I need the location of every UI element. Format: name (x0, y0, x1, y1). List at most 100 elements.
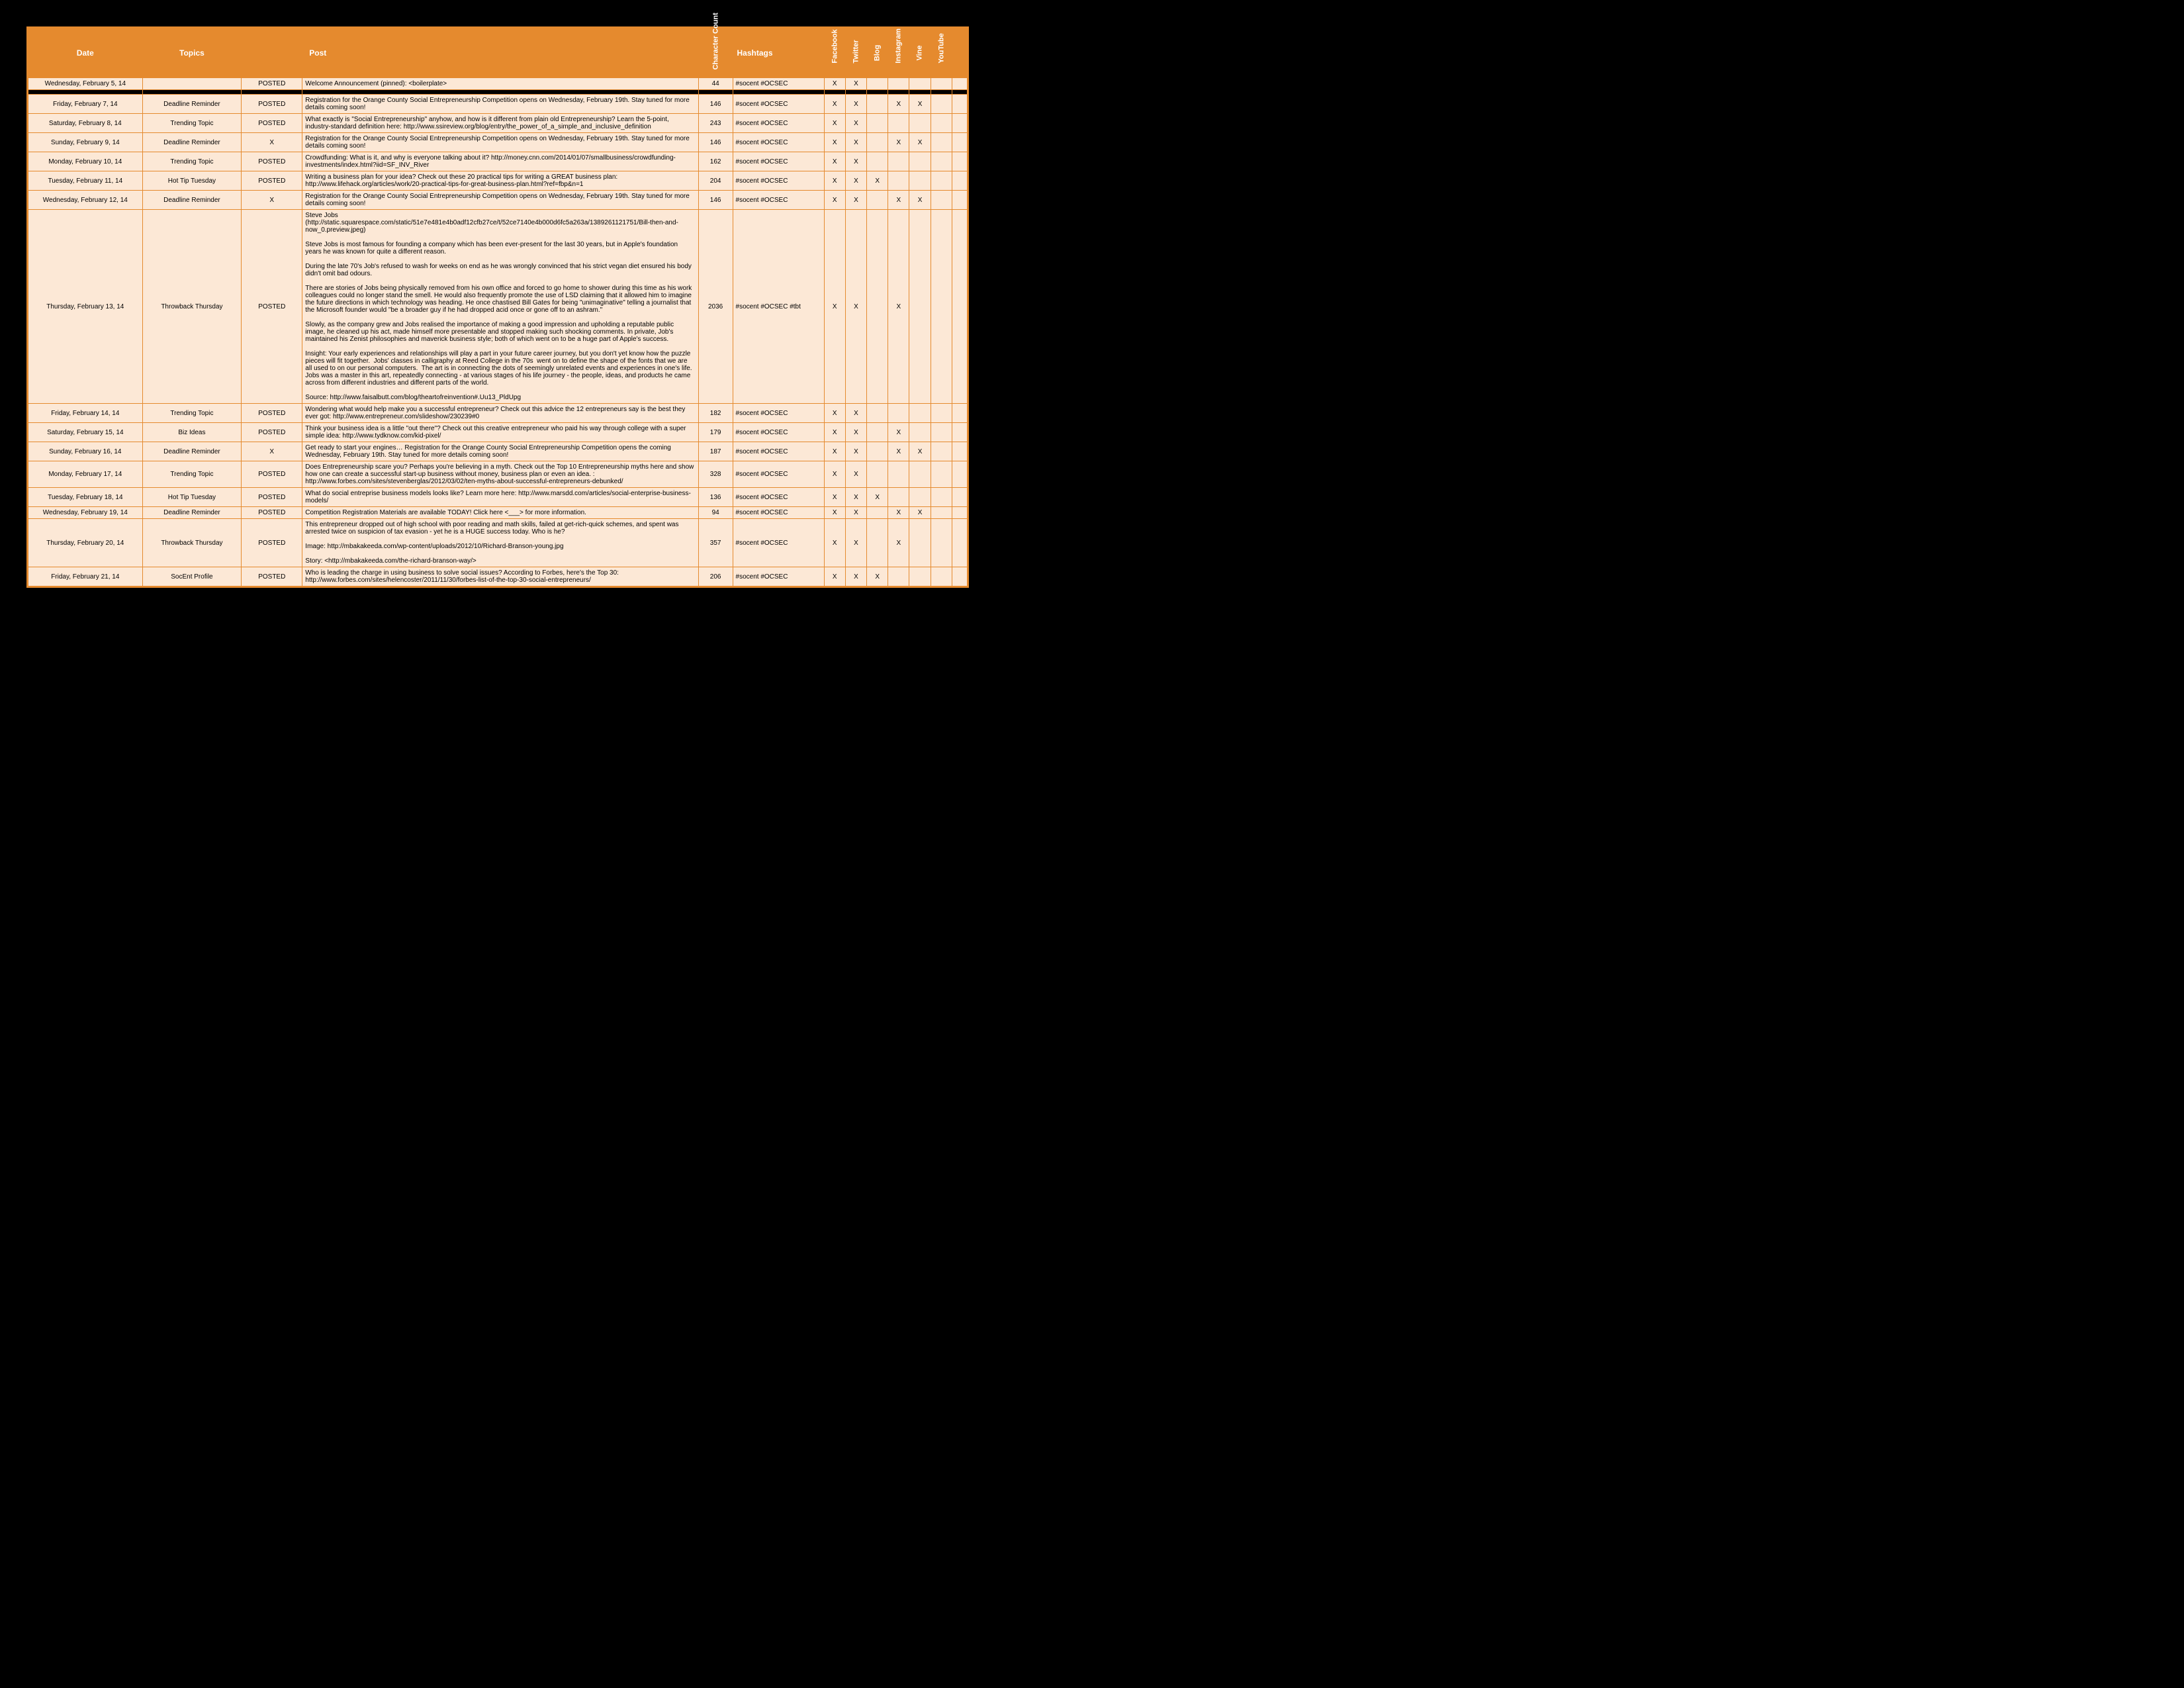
cell-vine: X (909, 191, 931, 210)
cell-post: Does Entrepreneurship scare you? Perhaps… (302, 461, 698, 488)
cell-twitter: X (845, 488, 866, 507)
table-row: Wednesday, February 12, 14Deadline Remin… (28, 191, 968, 210)
cell-status: POSTED (242, 404, 302, 423)
cell-status: POSTED (242, 171, 302, 191)
table-row: Saturday, February 8, 14Trending TopicPO… (28, 114, 968, 133)
cell-topic: Deadline Reminder (142, 95, 242, 114)
cell-post: Who is leading the charge in using busin… (302, 567, 698, 586)
cell-instagram (888, 488, 909, 507)
cell-char-count: 179 (698, 423, 733, 442)
cell-char-count: 146 (698, 191, 733, 210)
table-row (28, 90, 968, 95)
table-row: Friday, February 21, 14SocEnt ProfilePOS… (28, 567, 968, 586)
cell-status: POSTED (242, 519, 302, 567)
cell-twitter: X (845, 171, 866, 191)
cell-status: POSTED (242, 210, 302, 404)
cell-tail (952, 210, 967, 404)
table-row: Sunday, February 9, 14Deadline ReminderX… (28, 133, 968, 152)
cell-youtube (931, 152, 952, 171)
cell-twitter: X (845, 423, 866, 442)
cell-date: Monday, February 17, 14 (28, 461, 143, 488)
cell-date: Saturday, February 15, 14 (28, 423, 143, 442)
cell-hashtags: #socent #OCSEC (733, 152, 824, 171)
cell-facebook: X (824, 442, 845, 461)
cell-post: Registration for the Orange County Socia… (302, 191, 698, 210)
cell-twitter: X (845, 152, 866, 171)
cell-blog (867, 191, 888, 210)
cell-instagram: X (888, 133, 909, 152)
cell-post: Competition Registration Materials are a… (302, 507, 698, 519)
cell-vine (909, 567, 931, 586)
cell-topic: Biz Ideas (142, 423, 242, 442)
cell-vine (909, 210, 931, 404)
cell-date: Wednesday, February 5, 14 (28, 78, 143, 90)
cell-tail (952, 191, 967, 210)
cell-instagram (888, 114, 909, 133)
cell-char-count: 204 (698, 171, 733, 191)
col-date: Date (28, 28, 143, 78)
cell-char-count: 206 (698, 567, 733, 586)
cell-status: POSTED (242, 114, 302, 133)
cell-topic: Throwback Thursday (142, 210, 242, 404)
table-row: Thursday, February 13, 14Throwback Thurs… (28, 210, 968, 404)
cell-facebook: X (824, 567, 845, 586)
table-row: Friday, February 14, 14Trending TopicPOS… (28, 404, 968, 423)
cell-tail (952, 461, 967, 488)
cell-date: Saturday, February 8, 14 (28, 114, 143, 133)
cell-topic: Throwback Thursday (142, 519, 242, 567)
cell-facebook: X (824, 78, 845, 90)
table-body: Wednesday, February 5, 14POSTEDWelcome A… (28, 78, 968, 586)
cell-blog (867, 114, 888, 133)
cell-vine (909, 404, 931, 423)
cell-char-count: 162 (698, 152, 733, 171)
cell-topic (142, 78, 242, 90)
cell-vine (909, 78, 931, 90)
cell-post: Wondering what would help make you a suc… (302, 404, 698, 423)
cell-date: Friday, February 21, 14 (28, 567, 143, 586)
cell-vine: X (909, 442, 931, 461)
cell-post: What do social entreprise business model… (302, 488, 698, 507)
col-post: Post (302, 28, 698, 78)
cell-youtube (931, 507, 952, 519)
cell-topic: Hot Tip Tuesday (142, 488, 242, 507)
cell-youtube (931, 567, 952, 586)
cell-blog (867, 507, 888, 519)
cell-vine (909, 171, 931, 191)
col-blog: Blog (867, 28, 888, 78)
cell-topic: Trending Topic (142, 152, 242, 171)
cell-topic: Deadline Reminder (142, 507, 242, 519)
cell-topic: Hot Tip Tuesday (142, 171, 242, 191)
col-topics: Topics (142, 28, 242, 78)
cell-blog (867, 404, 888, 423)
cell-twitter: X (845, 191, 866, 210)
content-calendar-table: Date Topics Post Character Count Hashtag… (28, 28, 968, 586)
cell-twitter: X (845, 133, 866, 152)
cell-date: Friday, February 7, 14 (28, 95, 143, 114)
cell-status: POSTED (242, 423, 302, 442)
cell-post: Registration for the Orange County Socia… (302, 133, 698, 152)
cell-vine: X (909, 507, 931, 519)
cell-status: POSTED (242, 488, 302, 507)
col-facebook: Facebook (824, 28, 845, 78)
cell-twitter: X (845, 507, 866, 519)
cell-youtube (931, 191, 952, 210)
cell-vine (909, 152, 931, 171)
cell-twitter: X (845, 210, 866, 404)
cell-date: Thursday, February 20, 14 (28, 519, 143, 567)
cell-youtube (931, 488, 952, 507)
cell-tail (952, 171, 967, 191)
table-row: Sunday, February 16, 14Deadline Reminder… (28, 442, 968, 461)
col-vine: Vine (909, 28, 931, 78)
cell-blog (867, 210, 888, 404)
cell-tail (952, 442, 967, 461)
cell-status: POSTED (242, 567, 302, 586)
cell-hashtags: #socent #OCSEC #tbt (733, 210, 824, 404)
cell-tail (952, 488, 967, 507)
cell-date: Sunday, February 16, 14 (28, 442, 143, 461)
cell-status: POSTED (242, 95, 302, 114)
cell-status: POSTED (242, 78, 302, 90)
cell-tail (952, 114, 967, 133)
cell-blog: X (867, 488, 888, 507)
cell-blog (867, 78, 888, 90)
cell-twitter: X (845, 95, 866, 114)
